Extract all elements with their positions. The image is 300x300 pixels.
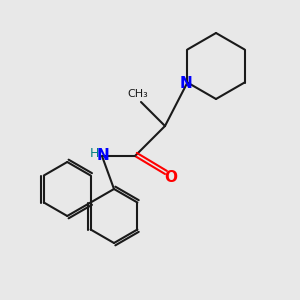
Text: O: O [164,169,178,184]
Text: N: N [179,76,192,92]
Text: H: H [90,146,99,160]
Text: CH₃: CH₃ [128,89,148,99]
Text: N: N [97,148,110,164]
